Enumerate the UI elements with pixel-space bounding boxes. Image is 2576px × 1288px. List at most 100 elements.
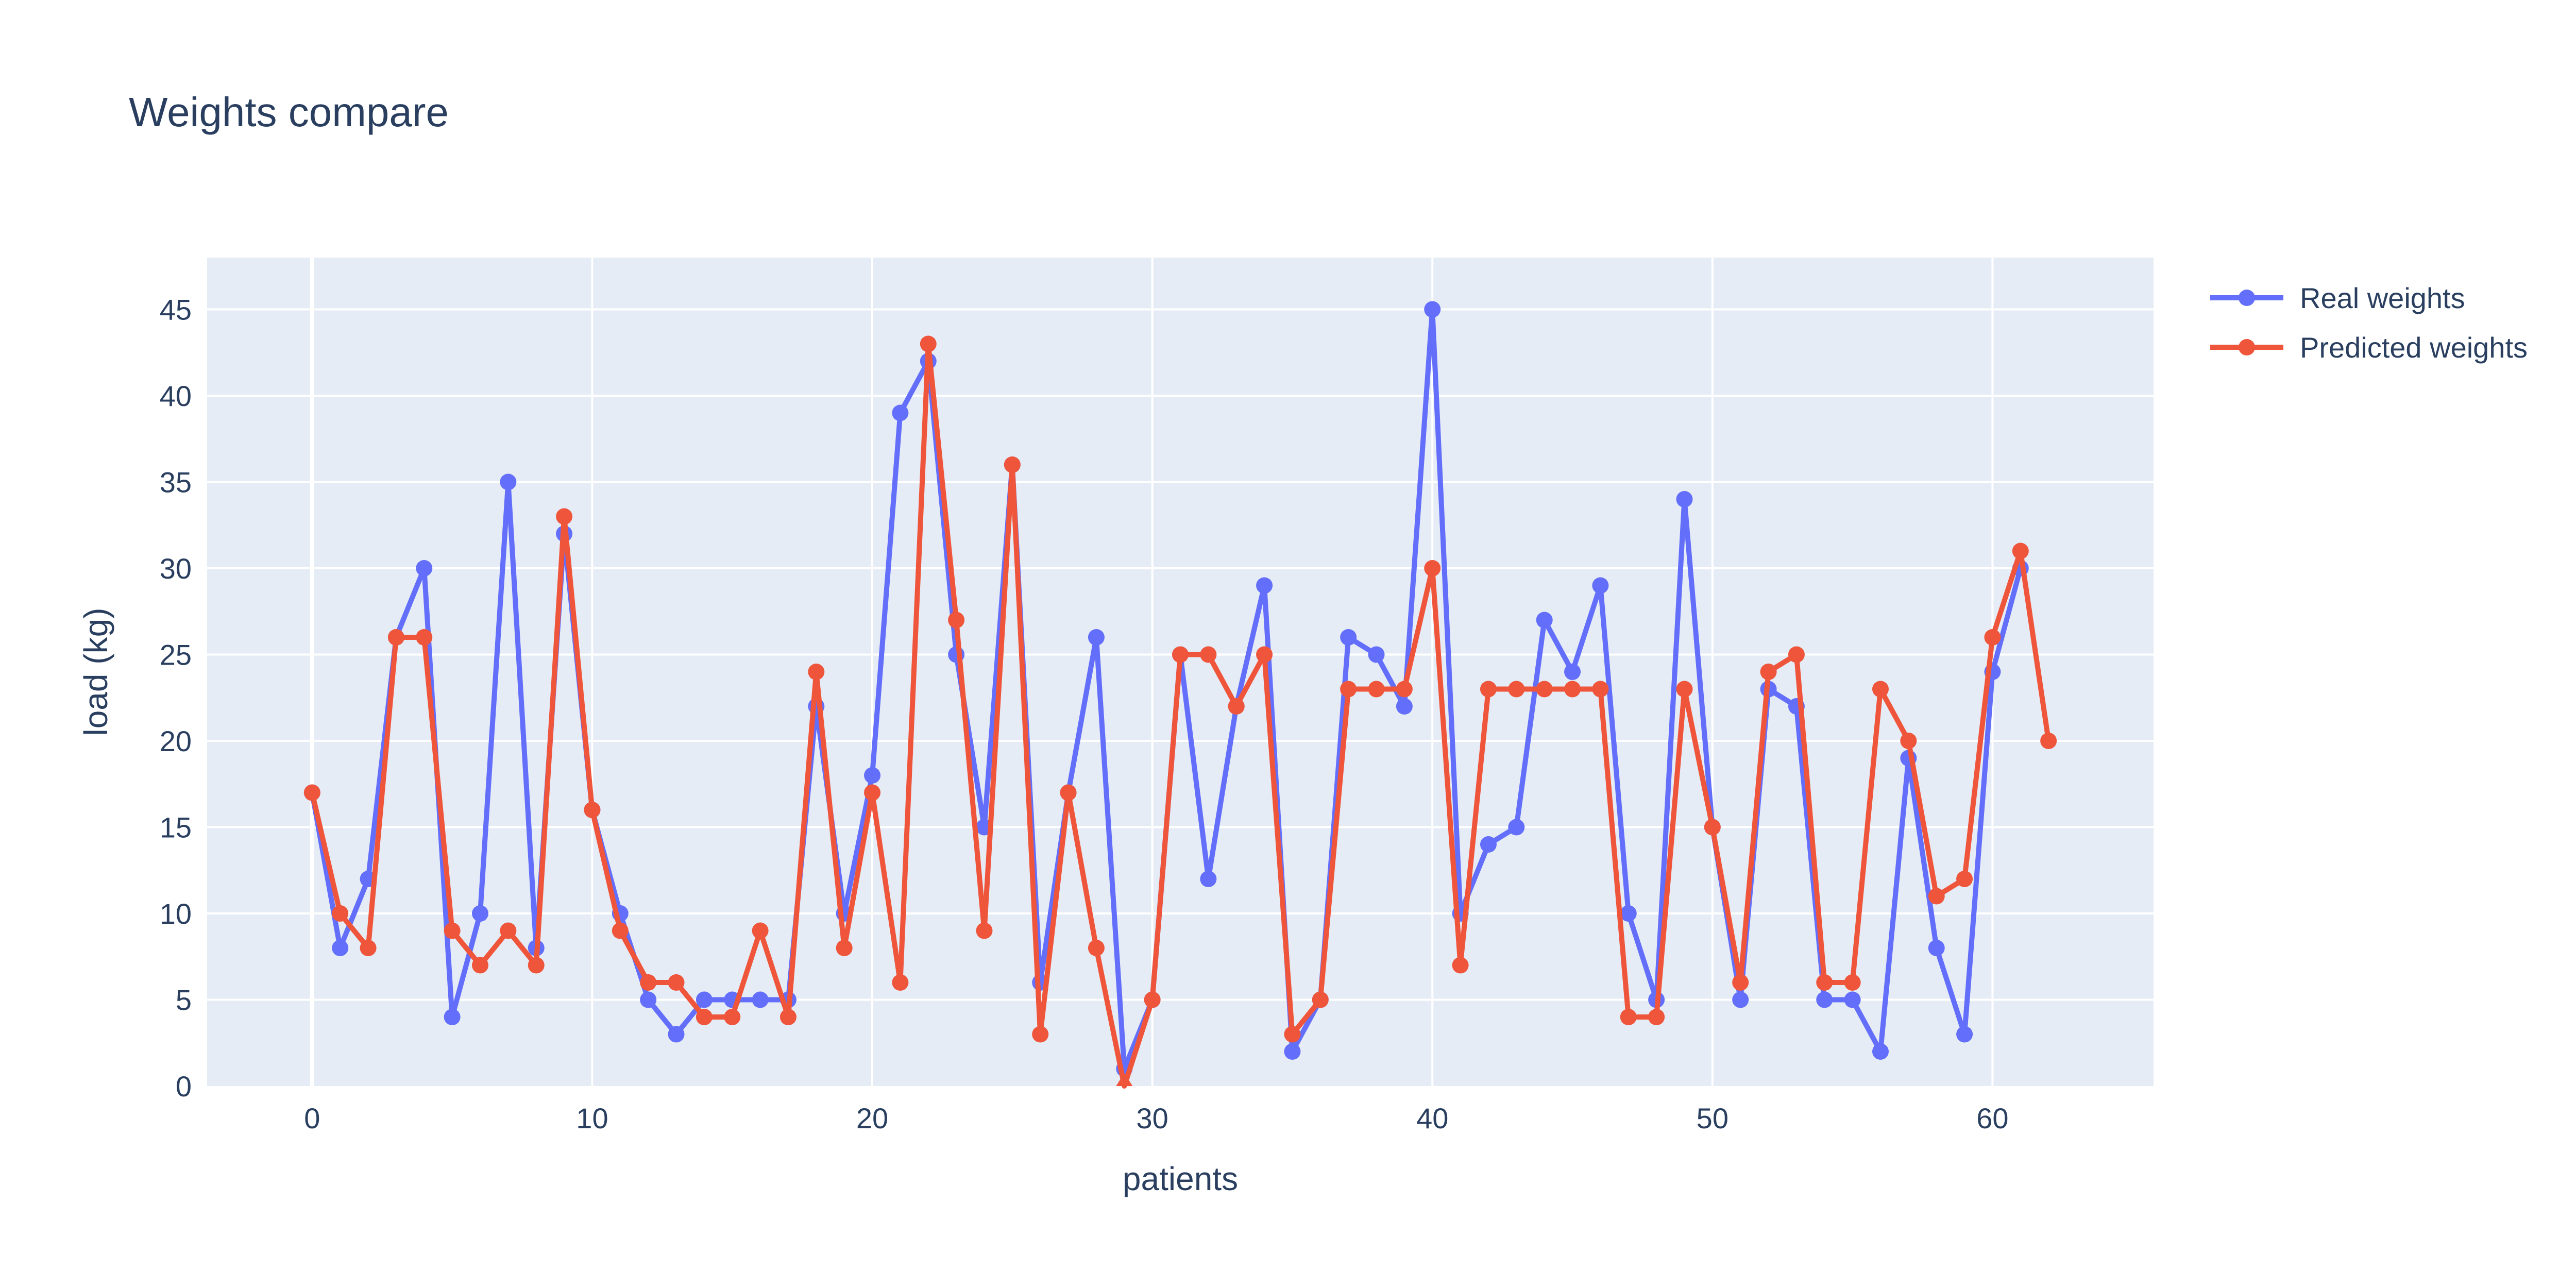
data-point (1620, 1009, 1637, 1025)
y-tick-label: 20 (160, 725, 192, 757)
data-point (1844, 991, 1861, 1008)
data-point (1816, 991, 1833, 1008)
data-point (640, 991, 657, 1008)
data-point (640, 974, 657, 991)
y-tick-label: 25 (160, 639, 192, 671)
x-tick-label: 30 (1136, 1102, 1168, 1134)
data-point (724, 1009, 741, 1025)
data-point (1928, 940, 1945, 956)
y-tick-label: 30 (160, 552, 192, 585)
x-tick-label: 10 (576, 1102, 608, 1134)
data-point (1956, 871, 1973, 887)
data-point (696, 991, 713, 1008)
data-point (1592, 681, 1609, 698)
data-point (1480, 836, 1497, 853)
data-point (779, 1009, 796, 1025)
data-point (2012, 543, 2029, 560)
data-point (2040, 733, 2057, 749)
data-point (612, 922, 629, 939)
data-point (444, 1009, 461, 1025)
data-point (1396, 681, 1413, 698)
data-point (1172, 646, 1189, 663)
data-point (1452, 957, 1469, 974)
legend-label: Real weights (2300, 282, 2465, 314)
data-point (1788, 646, 1805, 663)
data-point (864, 784, 881, 801)
data-point (500, 922, 517, 939)
y-tick-label: 15 (160, 811, 192, 844)
y-tick-label: 5 (176, 984, 192, 1016)
data-point (1508, 681, 1525, 698)
data-point (1088, 940, 1105, 956)
data-point (1424, 560, 1441, 577)
data-point (1480, 681, 1497, 698)
legend-label: Predicted weights (2300, 331, 2528, 364)
data-point (1368, 646, 1385, 663)
data-point (1424, 301, 1441, 318)
data-point (1004, 456, 1021, 473)
data-point (1732, 974, 1749, 991)
data-point (752, 991, 769, 1008)
x-tick-label: 40 (1416, 1102, 1448, 1134)
data-point (1648, 1009, 1665, 1025)
data-point (1956, 1026, 1973, 1043)
data-point (1620, 905, 1637, 922)
data-point (1732, 991, 1749, 1008)
data-point (1116, 1073, 1133, 1086)
x-tick-label: 60 (1976, 1102, 2008, 1134)
data-point (1816, 974, 1833, 991)
y-tick-label: 35 (160, 466, 192, 499)
data-point (668, 974, 685, 991)
data-point (332, 940, 349, 956)
y-tick-label: 45 (160, 294, 192, 326)
data-point (864, 767, 881, 784)
data-point (472, 905, 489, 922)
x-axis-title: patients (1123, 1160, 1238, 1197)
data-point (416, 560, 433, 577)
chart-title: Weights compare (129, 89, 449, 135)
data-point (1508, 819, 1525, 836)
data-point (948, 612, 965, 629)
axes: 0 10 20 30 40 50 60 0 5 10 15 20 25 30 35 40 45 (160, 294, 2009, 1135)
data-point (1928, 888, 1945, 905)
data-point (556, 508, 573, 525)
y-tick-label: 0 (176, 1070, 192, 1103)
data-point (332, 905, 349, 922)
data-point (1592, 577, 1609, 594)
data-point (1676, 491, 1693, 507)
data-point (584, 802, 601, 818)
data-point (1564, 664, 1581, 680)
data-point (892, 974, 909, 991)
legend-item[interactable]: Predicted weights (2210, 331, 2528, 364)
data-point (1564, 681, 1581, 698)
data-point (1900, 733, 1917, 749)
data-point (836, 940, 853, 956)
data-point (1060, 784, 1077, 801)
data-point (1032, 1026, 1049, 1043)
data-point (1872, 681, 1889, 698)
data-point (1200, 871, 1217, 887)
data-point (1200, 646, 1217, 663)
data-point (920, 335, 937, 352)
data-point (1088, 629, 1105, 646)
data-point (1284, 1026, 1301, 1043)
data-point (976, 922, 993, 939)
data-point (528, 957, 545, 974)
legend-item[interactable]: Real weights (2210, 282, 2465, 314)
x-tick-label: 0 (304, 1102, 320, 1134)
data-point (1536, 681, 1553, 698)
data-point (752, 922, 769, 939)
data-point (500, 473, 517, 490)
data-point (1312, 991, 1329, 1008)
y-axis-title: load (kg) (77, 608, 114, 736)
data-point (668, 1026, 685, 1043)
legend[interactable]: Real weights Predicted weights (2210, 282, 2528, 364)
x-tick-label: 20 (856, 1102, 888, 1134)
legend-swatch-marker (2239, 290, 2255, 306)
data-point (416, 629, 433, 646)
series-layer (303, 301, 2057, 1089)
data-point (1256, 577, 1273, 594)
data-point (1368, 681, 1385, 698)
data-point (387, 629, 404, 646)
